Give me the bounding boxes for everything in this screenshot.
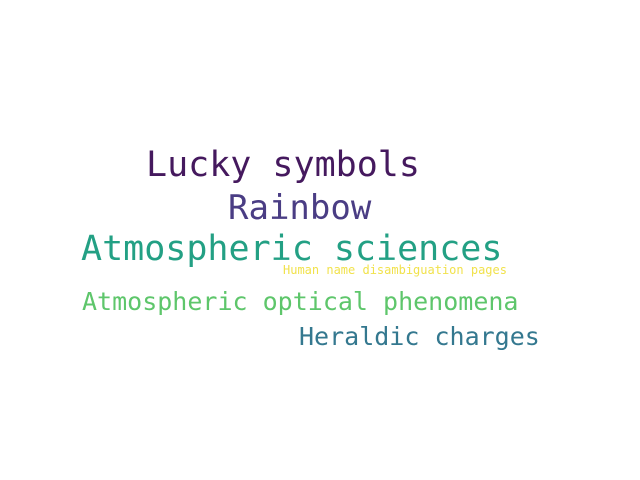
word-atmospheric-sciences: Atmospheric sciences [81, 229, 503, 269]
word-heraldic-charges: Heraldic charges [299, 322, 540, 351]
word-lucky-symbols: Lucky symbols [146, 145, 420, 185]
word-human-name-disambiguation-pages: Human name disambiguation pages [283, 263, 507, 277]
word-rainbow: Rainbow [228, 188, 372, 228]
word-atmospheric-optical-phenomena: Atmospheric optical phenomena [82, 287, 519, 316]
